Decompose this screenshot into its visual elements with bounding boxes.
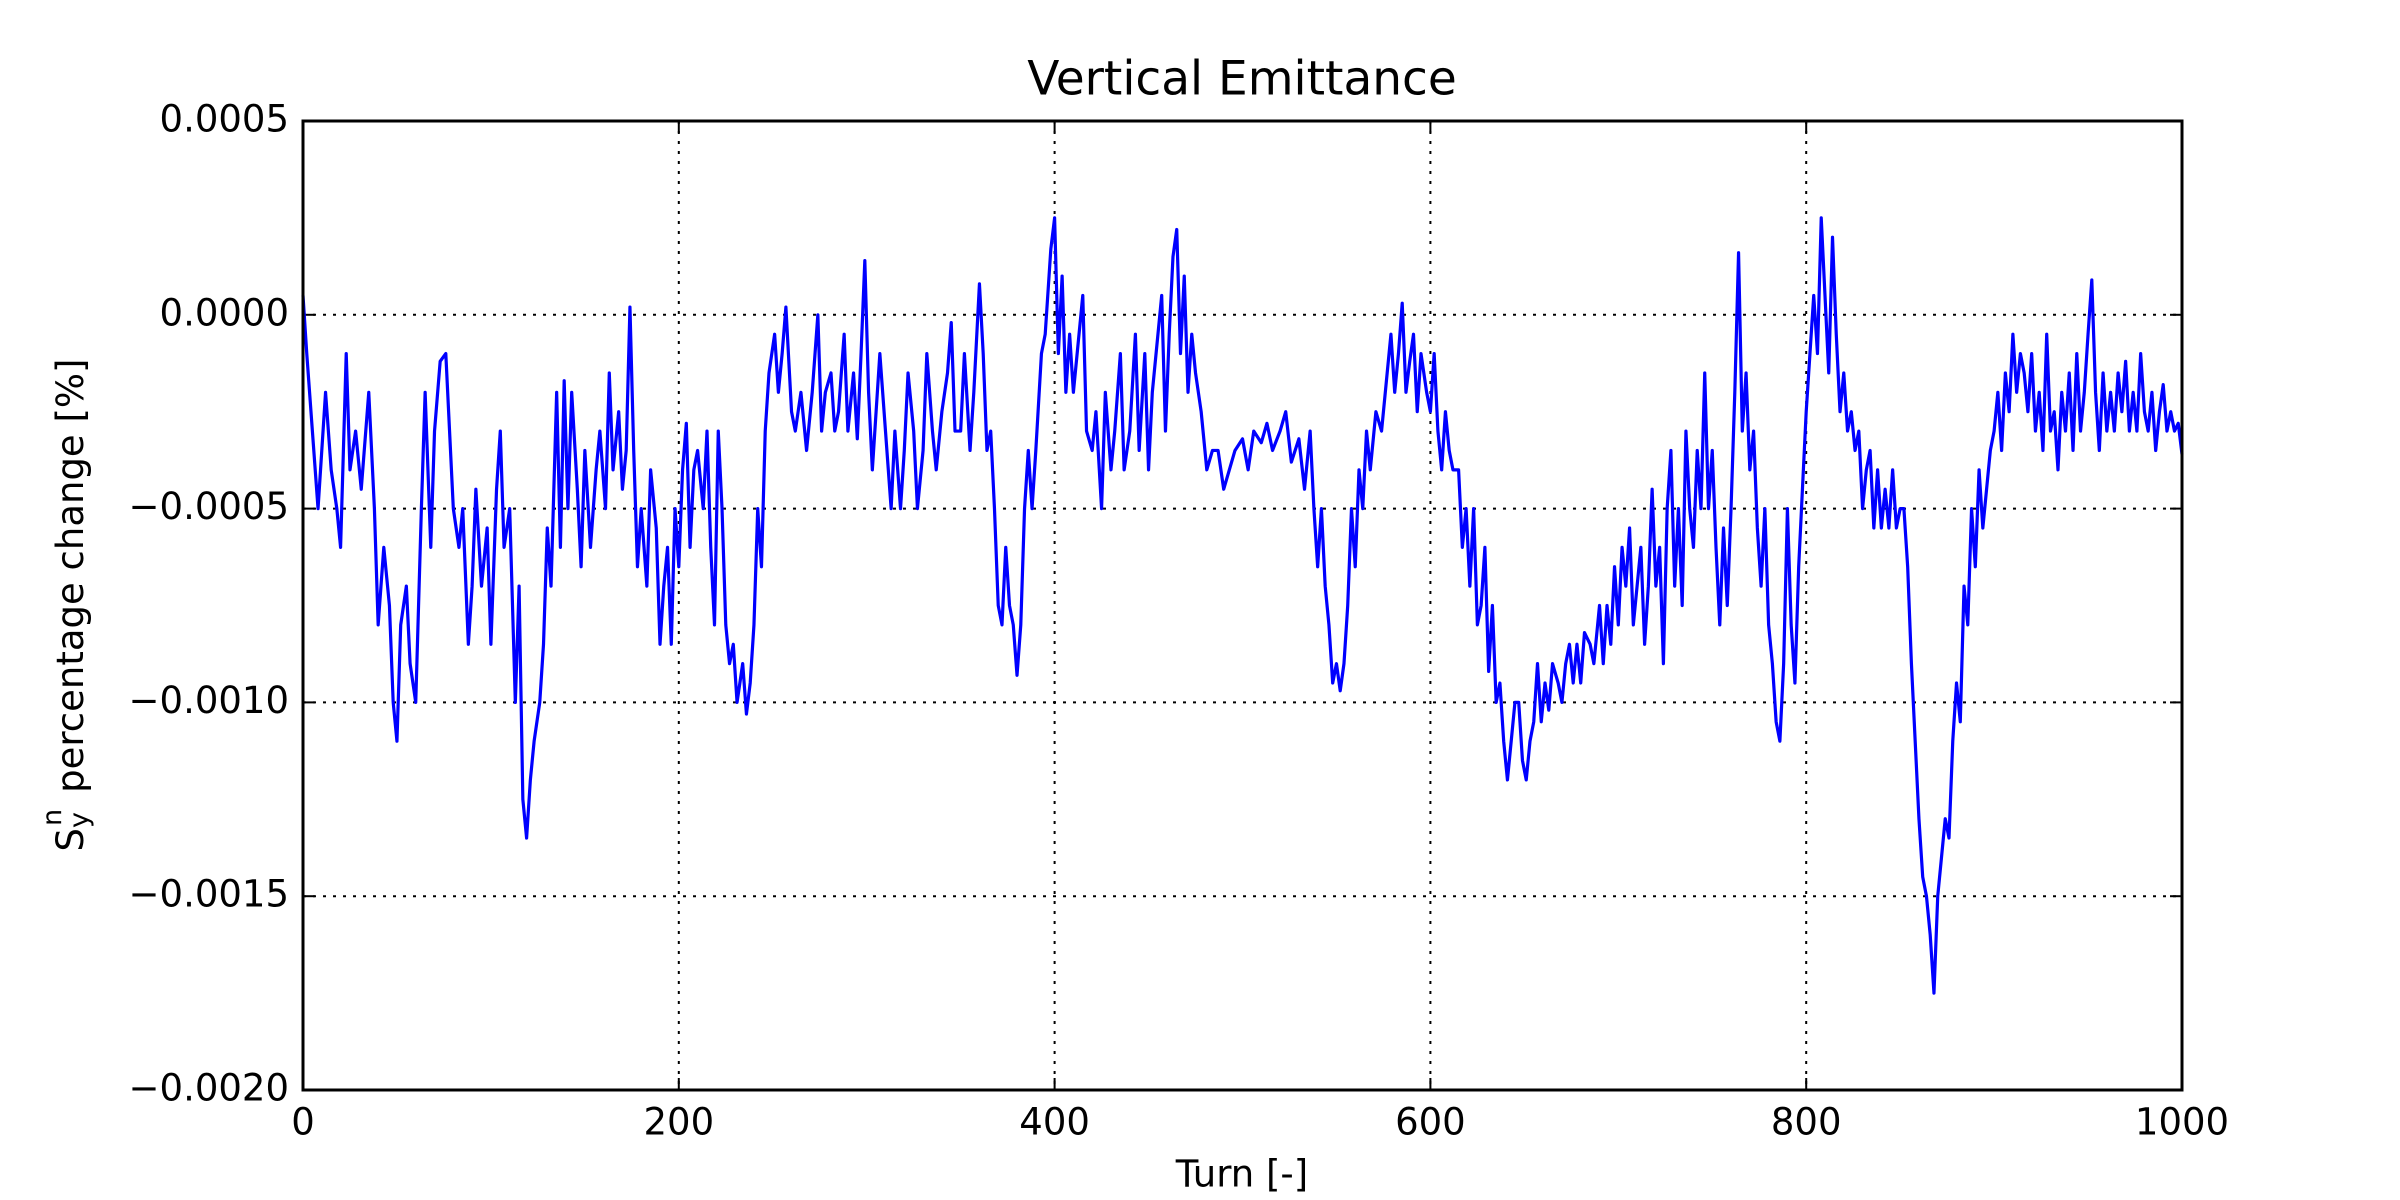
x-tick-label: 400 (1019, 1101, 1090, 1144)
y-tick-label: 0.0005 (160, 98, 289, 141)
y-axis-label: Syn percentage change [%] (37, 359, 95, 852)
x-axis-label: Turn [-] (1175, 1153, 1308, 1196)
x-tick-label: 1000 (2135, 1101, 2229, 1144)
plot-frame (301, 119, 2184, 1092)
chart-title: Vertical Emittance (1027, 52, 1457, 107)
y-label-text: percentage change [%] (49, 359, 92, 793)
y-tick-label: −0.0015 (129, 873, 289, 916)
plot-area: −0.0020 −0.0015 −0.0010 −0.0005 0.0000 0.0005… (129, 98, 2230, 1144)
x-tick-label: 200 (643, 1101, 714, 1144)
y-label-subscript: y (64, 812, 95, 828)
y-label-symbol: S (49, 828, 92, 852)
y-label-superscript: n (37, 809, 68, 826)
y-tick-label: −0.0020 (129, 1067, 289, 1110)
y-tick-label: 0.0000 (160, 291, 289, 334)
x-tick-label: 0 (291, 1101, 315, 1144)
data-line (301, 216, 2184, 995)
y-tick-label: −0.0005 (129, 485, 289, 528)
y-tick-label: −0.0010 (129, 679, 289, 722)
x-tick-label: 600 (1395, 1101, 1466, 1144)
x-tick-label: 800 (1771, 1101, 1842, 1144)
